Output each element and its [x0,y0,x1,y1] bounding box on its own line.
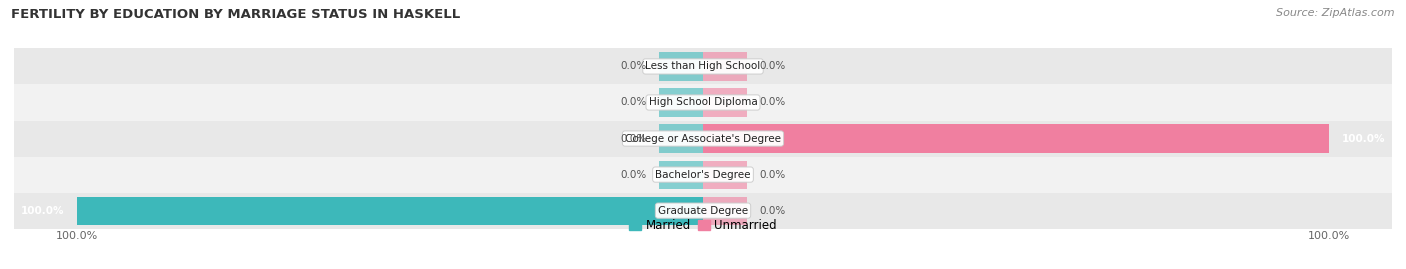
Text: 0.0%: 0.0% [620,169,647,180]
Bar [14,48,1392,84]
Text: 0.0%: 0.0% [759,97,786,108]
Bar [14,84,1392,121]
Bar [14,157,1392,193]
Bar [703,89,747,116]
Bar [703,197,747,225]
Text: Source: ZipAtlas.com: Source: ZipAtlas.com [1277,8,1395,18]
Text: 100.0%: 100.0% [1341,133,1385,144]
Text: Graduate Degree: Graduate Degree [658,206,748,216]
Text: 0.0%: 0.0% [759,169,786,180]
Text: Bachelor's Degree: Bachelor's Degree [655,169,751,180]
Bar [14,193,1392,229]
Text: 0.0%: 0.0% [620,61,647,72]
Bar [77,197,703,225]
Text: 0.0%: 0.0% [759,61,786,72]
Legend: Married, Unmarried: Married, Unmarried [624,215,782,237]
Text: Less than High School: Less than High School [645,61,761,72]
Bar [703,161,747,189]
Text: College or Associate's Degree: College or Associate's Degree [626,133,780,144]
Bar [14,121,1392,157]
Bar [703,52,747,80]
Bar [659,125,703,153]
Bar [659,161,703,189]
Text: High School Diploma: High School Diploma [648,97,758,108]
Bar [703,125,1329,153]
Bar [659,52,703,80]
Text: 0.0%: 0.0% [620,133,647,144]
Text: 0.0%: 0.0% [759,206,786,216]
Text: 100.0%: 100.0% [21,206,65,216]
Bar [659,89,703,116]
Text: FERTILITY BY EDUCATION BY MARRIAGE STATUS IN HASKELL: FERTILITY BY EDUCATION BY MARRIAGE STATU… [11,8,461,21]
Text: 0.0%: 0.0% [620,97,647,108]
